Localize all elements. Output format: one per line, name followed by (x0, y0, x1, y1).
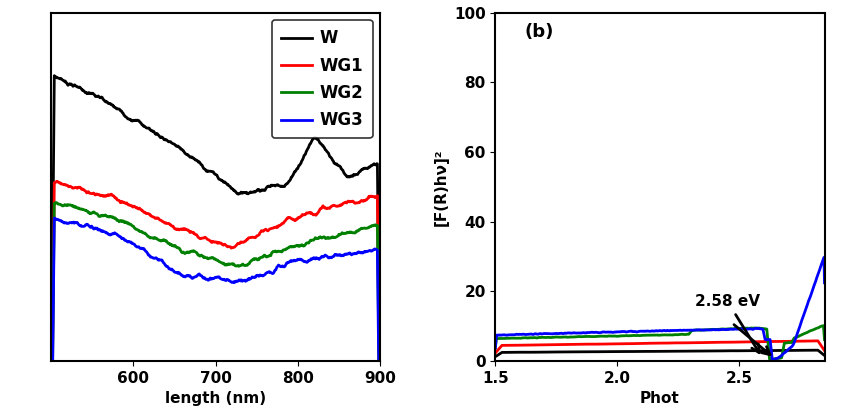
WG2 (266, 251, 276, 256)
WG3 (196, 273, 206, 278)
Y-axis label: [F(R)hν]²: [F(R)hν]² (434, 148, 448, 226)
WG1 (51, 179, 61, 184)
WG3 (50, 215, 60, 220)
WG2 (131, 226, 141, 231)
WG2 (196, 253, 206, 258)
WG1 (105, 192, 115, 197)
W (241, 190, 251, 195)
WG1 (241, 239, 251, 244)
Line: WG2: WG2 (51, 202, 380, 420)
WG2 (51, 200, 61, 205)
WG2 (105, 214, 115, 219)
WG1 (294, 215, 304, 220)
WG3 (241, 279, 251, 284)
Text: 2.58 eV: 2.58 eV (695, 294, 760, 353)
Text: (b): (b) (525, 23, 554, 41)
Line: WG1: WG1 (51, 181, 380, 420)
W (49, 73, 60, 78)
WG3 (131, 244, 141, 249)
X-axis label: length (nm): length (nm) (165, 391, 266, 407)
WG3 (294, 257, 304, 262)
WG2 (241, 262, 251, 268)
WG3 (105, 232, 115, 237)
W (196, 161, 206, 166)
Line: WG3: WG3 (51, 218, 380, 420)
WG1 (131, 205, 141, 210)
W (294, 163, 304, 168)
W (266, 183, 276, 188)
WG3 (266, 270, 276, 276)
Legend: W, WG1, WG2, WG3: W, WG1, WG2, WG3 (272, 20, 372, 138)
W (131, 118, 141, 123)
X-axis label: Phot: Phot (640, 391, 680, 407)
WG1 (266, 226, 276, 231)
WG1 (196, 236, 206, 241)
Line: W: W (51, 76, 380, 420)
W (105, 101, 115, 106)
WG2 (294, 244, 304, 249)
